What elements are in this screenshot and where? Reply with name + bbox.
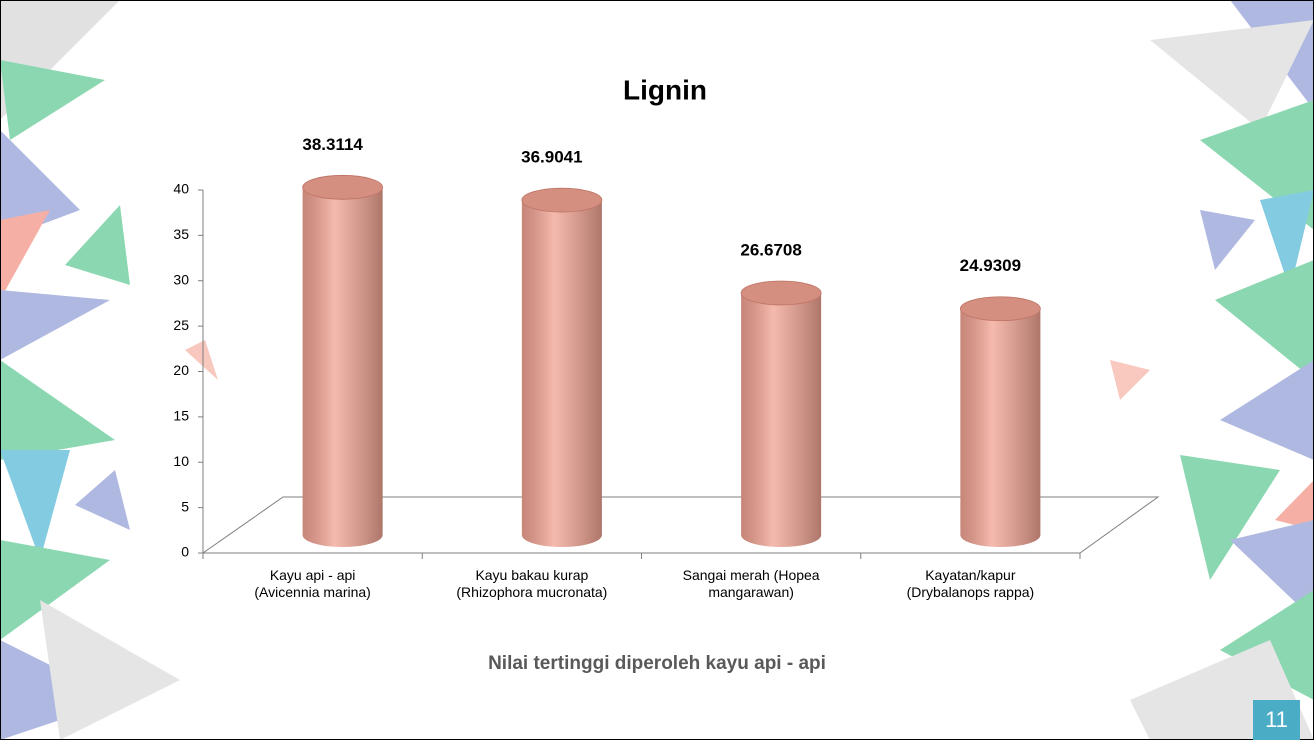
value-label: 36.9041: [521, 148, 582, 167]
chart: Lignin Nilai tertinggi diperoleh kayu ap…: [0, 0, 1314, 740]
value-label: 24.9309: [960, 256, 1021, 275]
y-tick-label: 0: [181, 544, 189, 560]
value-label: 38.3114: [302, 135, 363, 154]
bar-shade: [960, 309, 1040, 547]
y-tick-label: 10: [173, 453, 189, 469]
y-tick-label: 20: [173, 362, 189, 378]
slide: Lignin Nilai tertinggi diperoleh kayu ap…: [0, 0, 1314, 740]
y-tick-label: 30: [173, 271, 189, 287]
background-decoration: [0, 0, 1314, 740]
y-tick-label: 5: [181, 498, 189, 514]
bar-shade: [741, 293, 821, 547]
bar-shade: [522, 200, 602, 547]
bar-top-shade: [522, 188, 602, 212]
value-label: 26.6708: [740, 240, 801, 259]
bar-top-shade: [741, 281, 821, 305]
y-tick-label: 40: [173, 181, 189, 197]
x-tick-label: Kayu api - api (Avicennia marina): [208, 567, 418, 601]
bar-shade: [303, 187, 383, 547]
y-tick-label: 25: [173, 317, 189, 333]
x-tick-label: Kayatan/kapur (Drybalanops rappa): [865, 567, 1075, 601]
page-number: 11: [1253, 700, 1300, 740]
annotation: Nilai tertinggi diperoleh kayu api - api: [488, 653, 826, 674]
bar-top-shade: [960, 297, 1040, 321]
chart-title: Lignin: [623, 74, 707, 105]
x-tick-label: Kayu bakau kurap (Rhizophora mucronata): [427, 567, 637, 601]
y-tick-label: 15: [173, 408, 189, 424]
y-tick-label: 35: [173, 226, 189, 242]
bar-top-shade: [303, 175, 383, 199]
x-tick-label: Sangai merah (Hopea mangarawan): [646, 567, 856, 601]
